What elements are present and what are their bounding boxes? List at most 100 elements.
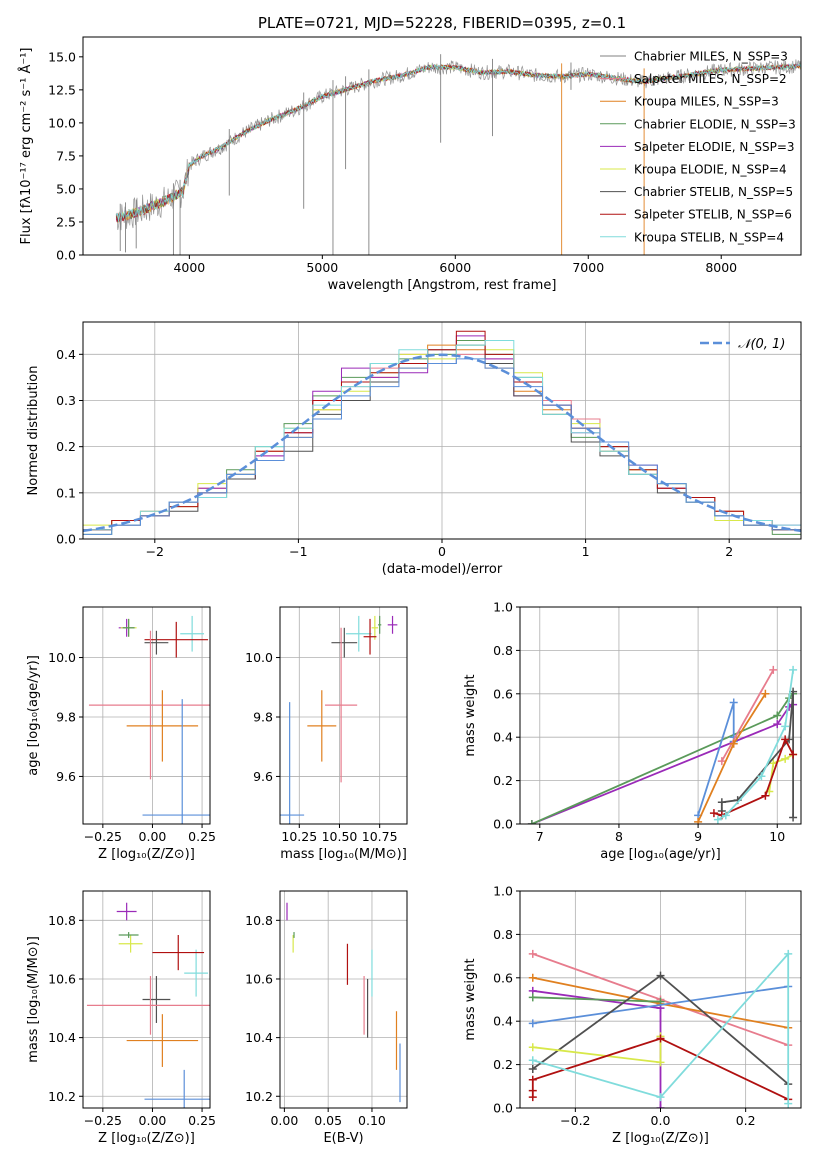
- weight-marker: [757, 772, 766, 781]
- x-tick-label: 7000: [572, 260, 604, 275]
- data-point: [126, 1014, 199, 1067]
- data-point: [345, 615, 372, 652]
- x-axis-label: Z [log₁₀(Z/Z⊙)]: [612, 1131, 709, 1146]
- plot-area: [286, 902, 401, 1103]
- x-tick-label: 0.00: [270, 1113, 298, 1128]
- y-tick-label: 12.5: [48, 82, 76, 97]
- y-tick-label: 10.6: [245, 971, 273, 986]
- weight-line: [532, 951, 790, 1104]
- legend-label: Kroupa ELODIE, N_SSP=4: [634, 163, 787, 177]
- y-tick-label: 0.6: [493, 970, 513, 985]
- x-axis-label: (data-model)/error: [382, 562, 503, 577]
- weight-marker: [528, 1056, 537, 1065]
- y-tick-label: 9.8: [56, 709, 76, 724]
- legend-label: Salpeter STELIB, N_SSP=6: [634, 208, 792, 222]
- y-axis-label: mass [log₁₀(M/M⊙)]: [26, 936, 41, 1063]
- weight-marker: [656, 1093, 665, 1102]
- x-tick-label: −0.2: [560, 1113, 590, 1128]
- x-tick-label: 10.75: [362, 829, 398, 844]
- normal-curve: [83, 353, 801, 533]
- weight-line: [713, 737, 794, 817]
- data-point: [371, 615, 379, 640]
- weight-line: [697, 693, 767, 823]
- data-point: [116, 902, 137, 921]
- weight-marker: [717, 798, 726, 807]
- data-point: [307, 690, 337, 762]
- y-tick-label: 0.1: [56, 485, 76, 500]
- weight-marker: [773, 711, 782, 720]
- weight-marker: [713, 815, 722, 824]
- x-axis-label: E(B-V): [323, 1131, 363, 1146]
- panel-4: 7 8 9 10 0.0 0.2 0.4 0.6 0.8 1.0 age [log₁₀(age/yr…: [463, 600, 802, 862]
- y-tick-label: 0.2: [56, 439, 76, 454]
- weight-marker: [789, 813, 798, 822]
- data-point: [126, 690, 199, 762]
- data-point: [152, 934, 205, 971]
- weight-marker: [781, 735, 790, 744]
- x-tick-label: 2: [725, 544, 733, 559]
- x-axis-label: age [log₁₀(age/yr)]: [600, 847, 721, 862]
- x-tick-label: −0.25: [84, 829, 122, 844]
- y-tick-label: 0.4: [493, 730, 513, 745]
- x-axis-label: wavelength [Angstrom, rest frame]: [328, 278, 557, 293]
- y-tick-label: 15.0: [48, 49, 76, 64]
- x-tick-label: 10.25: [281, 829, 317, 844]
- x-axis-label: Z [log₁₀(Z/Z⊙)]: [98, 847, 195, 862]
- y-tick-label: 0.3: [56, 393, 76, 408]
- weight-marker: [709, 809, 718, 818]
- plot-area: [115, 54, 801, 255]
- y-tick-label: 0.2: [493, 773, 513, 788]
- legend-label: Salpeter MILES, N_SSP=2: [634, 72, 787, 86]
- weight-marker: [656, 1104, 665, 1108]
- weight-marker: [781, 722, 790, 731]
- weight-line: [532, 996, 661, 1003]
- x-tick-label: 0.25: [188, 1113, 216, 1128]
- axes-frame: [82, 890, 211, 1109]
- legend-label: Chabrier MILES, N_SSP=3: [634, 50, 788, 64]
- spectrum-line: [115, 63, 801, 223]
- data-point: [142, 976, 171, 1023]
- y-tick-label: 2.5: [56, 214, 76, 229]
- x-tick-label: 9: [694, 829, 702, 844]
- axes-frame: [82, 36, 802, 256]
- y-tick-label: 0.0: [493, 1101, 513, 1116]
- data-point: [118, 932, 139, 938]
- y-tick-label: 0.0: [493, 817, 513, 832]
- weight-marker: [729, 698, 738, 707]
- plot-area: [280, 615, 398, 824]
- legend-label: Kroupa STELIB, N_SSP=4: [634, 230, 784, 244]
- weight-marker: [528, 993, 537, 1002]
- y-tick-label: 9.8: [253, 709, 273, 724]
- plot-area: [86, 902, 210, 1108]
- x-tick-label: 5000: [306, 260, 338, 275]
- legend-label: Chabrier STELIB, N_SSP=5: [634, 185, 793, 199]
- x-tick-label: 8000: [705, 260, 737, 275]
- data-point: [363, 618, 377, 655]
- y-tick-label: 10.8: [245, 913, 273, 928]
- weight-marker: [656, 971, 665, 980]
- x-tick-label: 4000: [173, 260, 205, 275]
- y-tick-label: 10.4: [48, 1030, 76, 1045]
- weight-marker: [789, 665, 798, 674]
- x-tick-label: 10: [769, 829, 785, 844]
- y-tick-label: 0.4: [493, 1014, 513, 1029]
- chart-title: PLATE=0721, MJD=52228, FIBERID=0395, z=0…: [258, 14, 626, 32]
- weight-marker: [528, 1075, 537, 1084]
- panel-2: −0.25 0.00 0.25 9.6 9.8 10.0 Z [log₁₀(Z/Z⊙)] ag…: [26, 606, 216, 862]
- weight-marker: [784, 949, 793, 958]
- panel-3: 10.25 10.50 10.75 9.6 9.8 10.0 mass [log₁₀(M/M…: [245, 606, 408, 862]
- x-tick-label: 0.05: [314, 1113, 342, 1128]
- y-tick-label: 0.6: [493, 686, 513, 701]
- x-tick-label: −1: [289, 544, 307, 559]
- axes-frame: [82, 606, 211, 825]
- data-point: [86, 976, 210, 1035]
- weight-line: [531, 693, 794, 824]
- legend-label: 𝒩(0, 1): [738, 337, 785, 352]
- data-point: [387, 615, 398, 634]
- x-tick-label: 6000: [439, 260, 471, 275]
- y-axis-label: Normed distribution: [26, 366, 41, 496]
- y-tick-label: 9.6: [56, 769, 76, 784]
- x-tick-label: 0.00: [139, 829, 167, 844]
- weight-marker: [528, 1043, 537, 1052]
- data-point: [88, 630, 210, 780]
